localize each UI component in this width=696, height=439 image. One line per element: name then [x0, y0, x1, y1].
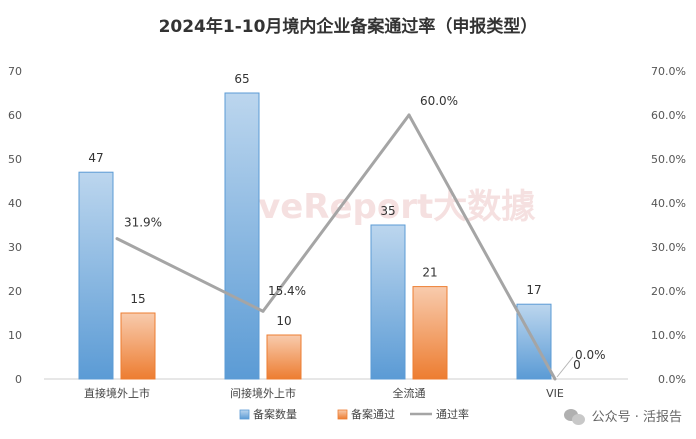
right-tick-label: 70.0%: [651, 65, 686, 78]
data-label-pass-rate: 15.4%: [268, 284, 306, 298]
rate-line: [115, 113, 557, 381]
footer-credit: 公众号 · 活报告: [563, 406, 682, 425]
right-tick-label: 30.0%: [651, 241, 686, 254]
right-tick-label: 20.0%: [651, 285, 686, 298]
rate-series-line: [116, 113, 557, 380]
left-tick-label: 40: [8, 197, 22, 210]
bar-filing-count: [78, 171, 114, 380]
legend-swatch-filing-approved: [337, 409, 348, 420]
category-label: 全流通: [393, 386, 426, 400]
rate-point: [553, 377, 557, 381]
category-label: 直接境外上市: [84, 386, 150, 400]
bar-filing-count: [370, 224, 406, 380]
data-label-pass-rate: 60.0%: [420, 94, 458, 108]
bar-filing-approved: [266, 334, 302, 380]
category-label: VIE: [546, 387, 564, 400]
data-label-filing-approved: 10: [276, 314, 291, 328]
watermark: LiveReport大数據: [225, 187, 536, 227]
left-tick-label: 60: [8, 109, 22, 122]
right-tick-label: 10.0%: [651, 329, 686, 342]
left-tick-label: 10: [8, 329, 22, 342]
bar-filing-count: [224, 92, 260, 380]
data-label-pass-rate: 0.0%: [575, 348, 606, 362]
left-tick-label: 50: [8, 153, 22, 166]
data-label-filing-approved: 15: [130, 292, 145, 306]
left-axis: 0 10 20 30 40 50 60 70: [8, 65, 22, 386]
data-labels: 47 15 65 10 35 21 17 0 31.9% 15.4% 60.0% 0.0%: [88, 72, 606, 378]
category-axis: 直接境外上市 间接境外上市 全流通 VIE: [84, 386, 564, 400]
rate-point: [261, 309, 265, 313]
bar-filing-approved: [120, 312, 156, 380]
data-label-pass-rate: 31.9%: [124, 216, 162, 230]
legend-label-filing-count: 备案数量: [253, 407, 297, 421]
wechat-icon: [563, 407, 586, 425]
footer-credit-text: 公众号 · 活报告: [591, 410, 682, 425]
left-tick-label: 30: [8, 241, 22, 254]
left-tick-label: 20: [8, 285, 22, 298]
right-axis: 0.0% 10.0% 20.0% 30.0% 40.0% 50.0% 60.0% 70.0%: [651, 65, 686, 386]
data-label-filing-approved: 21: [422, 266, 437, 280]
data-label-filing-approved: 0: [573, 358, 581, 372]
data-label-filing-count: 47: [88, 151, 103, 165]
legend-label-filing-approved: 备案通过: [351, 407, 395, 421]
right-tick-label: 60.0%: [651, 109, 686, 122]
bars: [78, 92, 552, 380]
right-tick-label: 0.0%: [658, 373, 686, 386]
legend: 备案数量 备案通过 通过率: [239, 407, 469, 421]
left-tick-label: 0: [15, 373, 22, 386]
right-tick-label: 50.0%: [651, 153, 686, 166]
category-label: 间接境外上市: [230, 386, 296, 400]
legend-swatch-filing-count: [239, 409, 250, 420]
data-label-filing-count: 17: [526, 283, 541, 297]
left-tick-label: 70: [8, 65, 22, 78]
legend-label-pass-rate: 通过率: [436, 407, 469, 421]
data-label-filing-count: 35: [380, 204, 395, 218]
chart-title: 2024年1-10月境内企业备案通过率（申报类型）: [159, 16, 538, 37]
rate-point: [115, 237, 119, 241]
rate-point: [407, 113, 411, 117]
data-label-filing-count: 65: [234, 72, 249, 86]
right-tick-label: 40.0%: [651, 197, 686, 210]
bar-filing-approved: [412, 286, 448, 380]
rate-label-leader: [556, 356, 574, 378]
